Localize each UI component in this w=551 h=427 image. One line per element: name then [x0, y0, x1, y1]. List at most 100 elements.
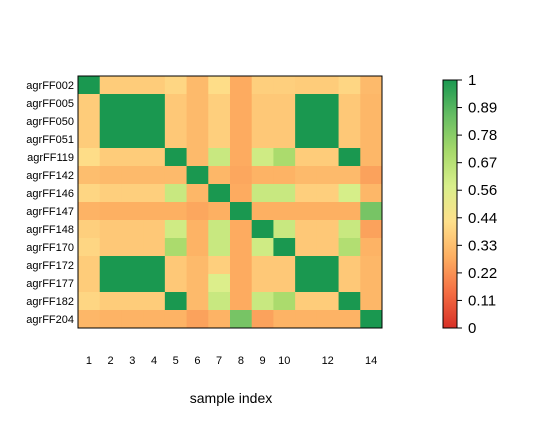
heatmap-cell	[273, 274, 296, 293]
heatmap-cell	[338, 202, 361, 221]
heatmap-cell	[121, 202, 144, 221]
heatmap-cell	[360, 184, 383, 203]
heatmap-cell	[316, 166, 340, 185]
row-label: agrFF177	[26, 278, 74, 290]
heatmap-cell	[273, 292, 296, 311]
heatmap-cell	[273, 166, 296, 185]
heatmap-cell	[164, 274, 188, 293]
heatmap-cells	[78, 76, 383, 329]
heatmap-cell	[186, 166, 209, 185]
heatmap-cell	[295, 202, 318, 221]
heatmap-cell	[230, 76, 253, 95]
heatmap-cell	[251, 94, 274, 113]
heatmap-cell	[295, 220, 318, 239]
heatmap-cell	[360, 148, 383, 167]
heatmap-cell	[316, 310, 340, 329]
heatmap-cell	[99, 76, 122, 95]
heatmap-cell	[186, 130, 209, 149]
heatmap-cell	[121, 166, 144, 185]
colorbar-tick-label: 0.11	[468, 292, 496, 309]
heatmap-cell	[99, 148, 122, 167]
heatmap-cell	[360, 112, 383, 131]
heatmap-cell	[164, 184, 188, 203]
colorbar-tick-label: 0.33	[468, 237, 497, 254]
heatmap-cell	[164, 166, 188, 185]
heatmap-cell	[230, 310, 253, 329]
heatmap-cell	[338, 166, 361, 185]
heatmap-cell	[360, 256, 383, 275]
heatmap-cell	[360, 238, 383, 257]
heatmap-cell	[78, 256, 101, 275]
heatmap-cell	[273, 310, 296, 329]
heatmap-cell	[78, 292, 101, 311]
heatmap-cell	[360, 220, 383, 239]
heatmap-cell	[99, 184, 122, 203]
heatmap-cell	[143, 94, 166, 113]
heatmap-cell	[186, 274, 209, 293]
heatmap-cell	[273, 112, 296, 131]
heatmap-cell	[273, 184, 296, 203]
heatmap-cell	[99, 130, 122, 149]
heatmap-cell	[78, 166, 101, 185]
heatmap-cell	[121, 256, 144, 275]
heatmap-cell	[78, 94, 101, 113]
heatmap-cell	[230, 112, 253, 131]
heatmap-cell	[78, 130, 101, 149]
colorbar-tick-label: 0	[468, 320, 476, 337]
heatmap-cell	[360, 292, 383, 311]
heatmap-cell	[295, 148, 318, 167]
heatmap-cell	[208, 292, 231, 311]
row-label: agrFF119	[27, 152, 74, 164]
heatmap-cell	[143, 292, 166, 311]
heatmap-cell	[186, 148, 209, 167]
heatmap-cell	[295, 76, 318, 95]
heatmap-cell	[186, 292, 209, 311]
heatmap-cell	[208, 112, 231, 131]
heatmap-cell	[208, 76, 231, 95]
heatmap-cell	[186, 184, 209, 203]
heatmap-cell	[295, 130, 318, 149]
heatmap-cell	[164, 112, 188, 131]
heatmap-cell	[186, 94, 209, 113]
heatmap-cell	[251, 112, 274, 131]
heatmap-cell	[208, 220, 231, 239]
heatmap-cell	[78, 274, 101, 293]
row-label: agrFF147	[26, 206, 74, 218]
heatmap-cell	[78, 184, 101, 203]
heatmap-cell	[360, 202, 383, 221]
heatmap-cell	[316, 274, 340, 293]
heatmap-cell	[99, 166, 122, 185]
heatmap-cell	[273, 76, 296, 95]
heatmap-cell	[338, 184, 361, 203]
heatmap-cell	[230, 292, 253, 311]
colorbar-tick-label: 0.22	[468, 265, 497, 282]
heatmap-cell	[273, 202, 296, 221]
colorbar-gradient	[442, 79, 458, 329]
heatmap-cell	[230, 94, 253, 113]
row-label: agrFF146	[26, 188, 74, 200]
heatmap-cell	[143, 220, 166, 239]
heatmap-cell	[164, 238, 188, 257]
heatmap-cell	[273, 220, 296, 239]
x-tick-label: 14	[365, 355, 377, 367]
row-label: agrFF148	[26, 224, 74, 236]
heatmap-cell	[316, 238, 340, 257]
heatmap-cell	[208, 256, 231, 275]
heatmap-cell	[316, 220, 340, 239]
heatmap-cell	[338, 310, 361, 329]
heatmap-cell	[251, 76, 274, 95]
x-tick-label: 2	[108, 355, 114, 367]
x-tick-label: 8	[238, 355, 244, 367]
colorbar-tick-label: 0.67	[468, 155, 497, 172]
heatmap-cell	[143, 166, 166, 185]
colorbar-tick-label: 1	[468, 72, 476, 89]
heatmap-cell	[295, 238, 318, 257]
heatmap-cell	[316, 94, 340, 113]
heatmap-cell	[186, 310, 209, 329]
heatmap-cell	[273, 256, 296, 275]
heatmap-cell	[208, 166, 231, 185]
heatmap-cell	[208, 310, 231, 329]
heatmap-cell	[121, 130, 144, 149]
heatmap-cell	[121, 148, 144, 167]
